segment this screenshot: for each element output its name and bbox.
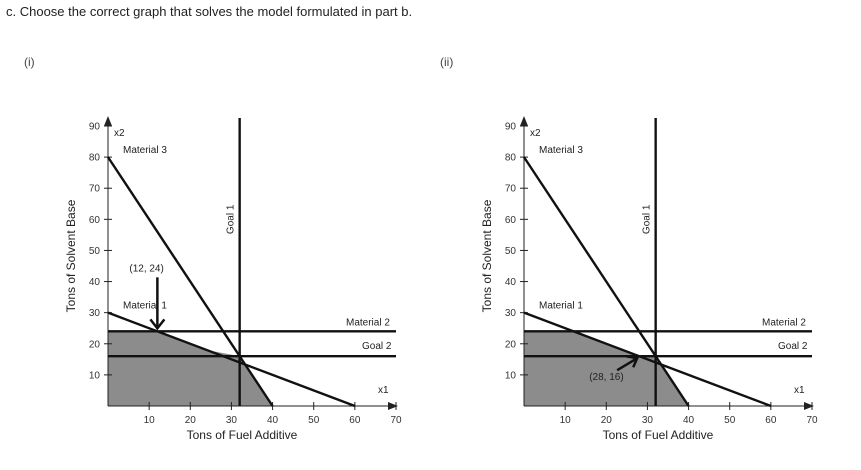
- c0-y-tick-label: 60: [89, 215, 101, 226]
- c0-x-tick-label: 20: [185, 415, 197, 426]
- c0-y-axis-arrow: [104, 116, 112, 126]
- c0-y-tick-label: 10: [89, 370, 101, 381]
- c1-annotation-arrow-shaft: [616, 357, 638, 372]
- c1-y-axis-title: Tons of Solvent Base: [480, 199, 494, 312]
- c0-y-tick-label: 40: [89, 277, 101, 288]
- c0-goal1-label: Goal 1: [226, 204, 237, 234]
- c1-y-tick-label: 90: [505, 122, 517, 133]
- c1-y-tick-label: 40: [505, 277, 517, 288]
- c1-goal1-label: Goal 1: [642, 204, 653, 234]
- c1-y-tick-label: 50: [505, 246, 517, 257]
- c1-x-axis-arrow: [804, 402, 814, 410]
- c0-x-axis-name: x1: [378, 385, 389, 396]
- c1-y-tick-label: 60: [505, 215, 517, 226]
- question-text: c. Choose the correct graph that solves …: [6, 4, 413, 19]
- c1-x-tick-label: 10: [560, 415, 572, 426]
- c1-x-axis-name: x1: [794, 385, 805, 396]
- c0-y-tick-label: 20: [89, 339, 101, 350]
- c0-x-tick-label: 30: [226, 415, 238, 426]
- c0-y-axis-name: x2: [114, 128, 125, 139]
- c1-feasible-region: [524, 331, 689, 406]
- c1-y-tick-label: 30: [505, 308, 517, 319]
- c0-y-tick-label: 80: [89, 153, 101, 164]
- c1-x-tick-label: 40: [683, 415, 695, 426]
- c0-material-1-line: [107, 311, 356, 408]
- c1-x-tick-label: 30: [642, 415, 654, 426]
- c0-x-axis-title: Tons of Fuel Additive: [187, 428, 298, 442]
- c0-material3-label: Material 3: [123, 145, 167, 156]
- c0-x-tick-label: 50: [308, 415, 320, 426]
- c1-material2-label: Material 2: [762, 317, 806, 328]
- c0-goal2-label: Goal 2: [362, 341, 392, 352]
- c0-x-tick-label: 70: [390, 415, 402, 426]
- c1-y-axis-arrow: [520, 116, 528, 126]
- c0-material1-label: Material 1: [123, 301, 167, 312]
- c1-annotation-label: (28, 16): [589, 372, 623, 383]
- c0-x-tick-label: 40: [267, 415, 279, 426]
- c1-material-1-line: [523, 311, 772, 408]
- c1-material3-label: Material 3: [539, 145, 583, 156]
- c1-annotation-arrow-head: [625, 354, 639, 368]
- c0-annotation-label: (12, 24): [129, 263, 163, 274]
- c1-x-tick-label: 70: [806, 415, 818, 426]
- c1-goal2-label: Goal 2: [778, 341, 808, 352]
- c1-y-tick-label: 10: [505, 370, 517, 381]
- c1-x-tick-label: 50: [724, 415, 736, 426]
- c0-feasible-region: [108, 331, 273, 406]
- c0-material2-label: Material 2: [346, 317, 390, 328]
- c0-y-tick-label: 50: [89, 246, 101, 257]
- chart-label-ii: (ii): [440, 55, 454, 69]
- c1-y-tick-label: 70: [505, 184, 517, 195]
- c1-x-tick-label: 60: [765, 415, 777, 426]
- c1-y-tick-label: 20: [505, 339, 517, 350]
- c1-material1-label: Material 1: [539, 301, 583, 312]
- c0-y-tick-label: 30: [89, 308, 101, 319]
- c1-x-axis-title: Tons of Fuel Additive: [603, 428, 714, 442]
- c0-y-tick-label: 90: [89, 122, 101, 133]
- c0-x-tick-label: 60: [349, 415, 361, 426]
- c1-x-tick-label: 20: [601, 415, 613, 426]
- c0-y-axis-title: Tons of Solvent Base: [64, 199, 78, 312]
- chart-label-i: (i): [24, 55, 35, 69]
- c1-y-axis-name: x2: [530, 128, 541, 139]
- c0-y-tick-label: 70: [89, 184, 101, 195]
- c0-x-axis-arrow: [388, 402, 398, 410]
- c0-x-tick-label: 10: [144, 415, 156, 426]
- c1-y-tick-label: 80: [505, 153, 517, 164]
- c0-annotation-arrow-head: [149, 318, 166, 331]
